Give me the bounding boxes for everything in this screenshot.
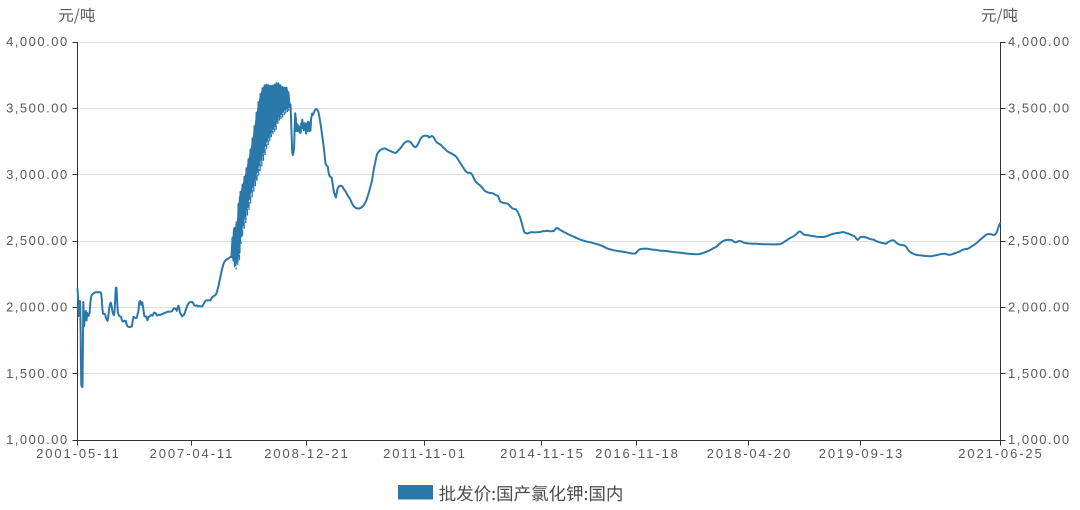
- svg-text:1,500.00: 1,500.00: [6, 366, 69, 381]
- svg-text:2007-04-11: 2007-04-11: [150, 446, 235, 461]
- svg-text:2011-11-01: 2011-11-01: [383, 446, 467, 461]
- svg-text:2019-09-13: 2019-09-13: [819, 446, 905, 461]
- svg-text:1,500.00: 1,500.00: [1008, 366, 1071, 381]
- svg-text:2018-04-20: 2018-04-20: [707, 446, 793, 461]
- svg-text:2016-11-18: 2016-11-18: [595, 446, 680, 461]
- svg-text:2001-05-11: 2001-05-11: [36, 446, 121, 461]
- svg-text:2,000.00: 2,000.00: [1008, 300, 1071, 315]
- svg-text:1,000.00: 1,000.00: [1008, 432, 1071, 447]
- svg-text:4,000.00: 4,000.00: [1008, 34, 1071, 49]
- svg-text:3,500.00: 3,500.00: [6, 101, 69, 116]
- svg-text:2,000.00: 2,000.00: [6, 300, 69, 315]
- svg-text:4,000.00: 4,000.00: [6, 34, 69, 49]
- svg-text:3,500.00: 3,500.00: [1008, 101, 1071, 116]
- svg-text:2014-11-15: 2014-11-15: [500, 446, 585, 461]
- svg-text:1,000.00: 1,000.00: [6, 432, 69, 447]
- svg-text:2021-06-25: 2021-06-25: [958, 446, 1044, 461]
- svg-text:3,000.00: 3,000.00: [6, 167, 69, 182]
- svg-text:2,500.00: 2,500.00: [1008, 233, 1071, 248]
- svg-text:2008-12-21: 2008-12-21: [264, 446, 350, 461]
- svg-text:3,000.00: 3,000.00: [1008, 167, 1071, 182]
- svg-text:2,500.00: 2,500.00: [6, 233, 69, 248]
